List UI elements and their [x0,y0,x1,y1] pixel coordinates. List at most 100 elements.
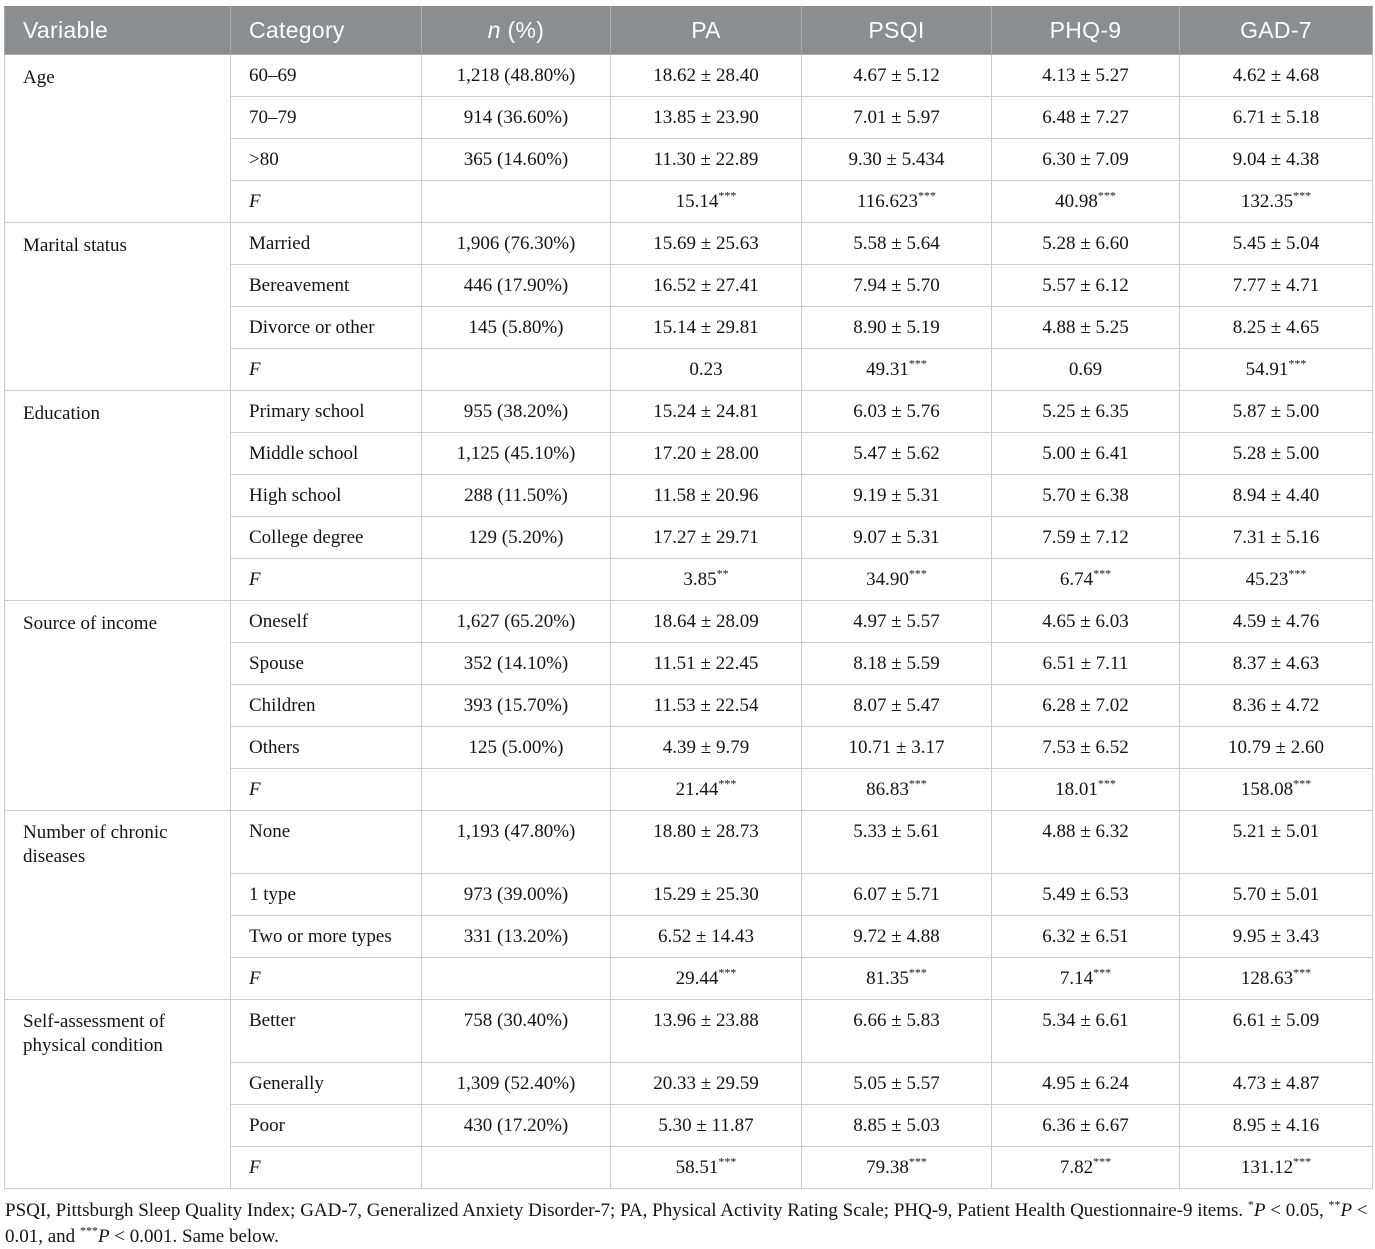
value-cell: 158.08*** [1179,768,1373,811]
value-cell: 86.83*** [801,768,992,811]
value-cell: 4.65 ± 6.03 [991,600,1180,643]
col-header-variable: Variable [4,6,231,55]
value-cell: 0.69 [991,348,1180,391]
value-cell: 15.69 ± 25.63 [610,222,802,265]
value-cell: 758 (30.40%) [421,999,611,1063]
col-header-pa: PA [610,6,802,55]
variable-cell: Self-assessment of physical condition [4,999,231,1189]
value-cell: 352 (14.10%) [421,642,611,685]
value-cell: 16.52 ± 27.41 [610,264,802,307]
value-cell: 18.62 ± 28.40 [610,54,802,97]
value-cell [421,558,611,601]
value-cell: 4.62 ± 4.68 [1179,54,1373,97]
value-cell: 4.88 ± 5.25 [991,306,1180,349]
value-cell: 131.12*** [1179,1146,1373,1189]
value-cell: 6.07 ± 5.71 [801,873,992,916]
value-cell [421,1146,611,1189]
value-cell [421,180,611,223]
category-cell: None [230,810,422,874]
table-row: F 0.23 49.31*** 0.69 54.91*** [5,348,1373,391]
value-cell: 18.64 ± 28.09 [610,600,802,643]
category-cell: 1 type [230,873,422,916]
value-cell: 5.87 ± 5.00 [1179,390,1373,433]
value-cell: 5.45 ± 5.04 [1179,222,1373,265]
category-cell: Children [230,684,422,727]
col-header-gad7: GAD-7 [1179,6,1373,55]
value-cell: 6.51 ± 7.11 [991,642,1180,685]
value-cell: 10.71 ± 3.17 [801,726,992,769]
value-cell: 45.23*** [1179,558,1373,601]
value-cell: 914 (36.60%) [421,96,611,139]
value-cell: 8.95 ± 4.16 [1179,1104,1373,1147]
value-cell: 8.85 ± 5.03 [801,1104,992,1147]
value-cell [421,768,611,811]
table-row: Bereavement 446 (17.90%) 16.52 ± 27.41 7.94… [5,264,1373,307]
category-cell: College degree [230,516,422,559]
category-cell: Divorce or other [230,306,422,349]
value-cell: 393 (15.70%) [421,684,611,727]
header-row: Variable Category n (%) PA PSQI PHQ-9 GA… [4,6,1373,55]
value-cell: 7.59 ± 7.12 [991,516,1180,559]
value-cell: 6.03 ± 5.76 [801,390,992,433]
table-row: 1 type 973 (39.00%) 15.29 ± 25.30 6.07 ± 5.… [5,873,1373,916]
table-row: Number of chronic diseases None 1,193 (47.… [4,810,1373,1000]
category-cell: F [230,957,422,1000]
col-header-n: n (%) [421,6,611,55]
value-cell: 6.61 ± 5.09 [1179,999,1373,1063]
category-cell: Primary school [230,390,422,433]
value-cell: 17.27 ± 29.71 [610,516,802,559]
value-cell: 5.57 ± 6.12 [991,264,1180,307]
category-cell: F [230,348,422,391]
table-body: Age 60–69 1,218 (48.80%) 18.62 ± 28.40 4.67 … [4,54,1373,1189]
table-row: Poor 430 (17.20%) 5.30 ± 11.87 8.85 ± 5.03 6… [5,1104,1373,1147]
table-header: Variable Category n (%) PA PSQI PHQ-9 GA… [4,6,1373,55]
value-cell: 7.77 ± 4.71 [1179,264,1373,307]
descriptives-table: Variable Category n (%) PA PSQI PHQ-9 GA… [4,6,1373,1189]
value-cell: 955 (38.20%) [421,390,611,433]
category-cell: Poor [230,1104,422,1147]
value-cell: 7.94 ± 5.70 [801,264,992,307]
table-row: Marital status Married 1,906 (76.30%) 15.69… [4,222,1373,391]
value-cell: 4.97 ± 5.57 [801,600,992,643]
value-cell: 365 (14.60%) [421,138,611,181]
value-cell: 5.34 ± 6.61 [991,999,1180,1063]
value-cell: 8.18 ± 5.59 [801,642,992,685]
table-footnote: PSQI, Pittsburgh Sleep Quality Index; GA… [5,1197,1368,1247]
value-cell: 5.49 ± 6.53 [991,873,1180,916]
value-cell: 125 (5.00%) [421,726,611,769]
category-cell: F [230,1146,422,1189]
table-row: >80 365 (14.60%) 11.30 ± 22.89 9.30 ± 5.434… [5,138,1373,181]
category-cell: Oneself [230,600,422,643]
category-cell: Two or more types [230,915,422,958]
value-cell: 15.14*** [610,180,802,223]
table-row: F 29.44*** 81.35*** 7.14*** 128.63*** [5,957,1373,1000]
value-cell [421,957,611,1000]
value-cell: 4.67 ± 5.12 [801,54,992,97]
value-cell: 13.96 ± 23.88 [610,999,802,1063]
value-cell: 8.37 ± 4.63 [1179,642,1373,685]
category-cell: Middle school [230,432,422,475]
value-cell: 18.01*** [991,768,1180,811]
value-cell: 9.30 ± 5.434 [801,138,992,181]
value-cell: 18.80 ± 28.73 [610,810,802,874]
value-cell: 11.53 ± 22.54 [610,684,802,727]
value-cell: 129 (5.20%) [421,516,611,559]
value-cell: 5.05 ± 5.57 [801,1062,992,1105]
table-row: High school 288 (11.50%) 11.58 ± 20.96 9.19… [5,474,1373,517]
value-cell: 6.28 ± 7.02 [991,684,1180,727]
value-cell: 11.58 ± 20.96 [610,474,802,517]
value-cell: 10.79 ± 2.60 [1179,726,1373,769]
category-cell: F [230,768,422,811]
table-row: Others 125 (5.00%) 4.39 ± 9.79 10.71 ± 3.17… [5,726,1373,769]
table-row: Source of income Oneself 1,627 (65.20%) 18.… [4,600,1373,811]
category-cell: Better [230,999,422,1063]
value-cell: 1,627 (65.20%) [421,600,611,643]
variable-cell: Source of income [4,600,231,811]
value-cell: 81.35*** [801,957,992,1000]
value-cell: 34.90*** [801,558,992,601]
value-cell: 15.24 ± 24.81 [610,390,802,433]
category-cell: Spouse [230,642,422,685]
value-cell: 40.98*** [991,180,1180,223]
category-cell: 70–79 [230,96,422,139]
value-cell: 8.94 ± 4.40 [1179,474,1373,517]
